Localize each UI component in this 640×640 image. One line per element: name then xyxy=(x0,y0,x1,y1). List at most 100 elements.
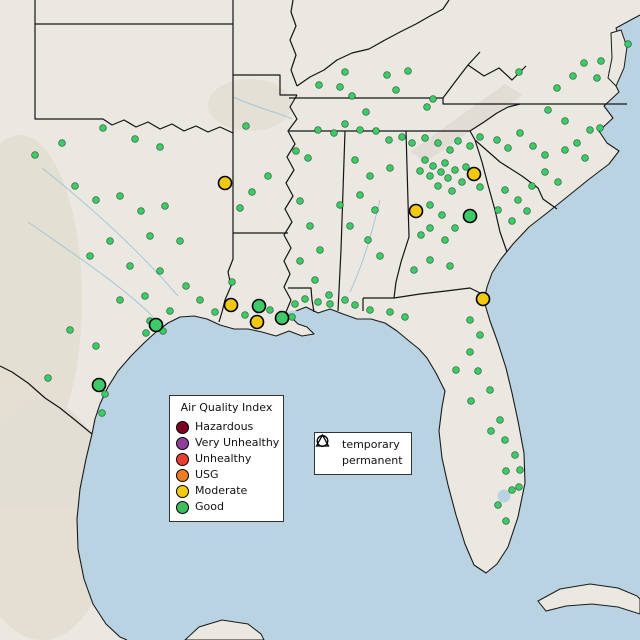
station-marker-good-small xyxy=(351,156,359,164)
station-marker-good-small xyxy=(330,129,338,137)
station-marker-good-small xyxy=(156,143,164,151)
station-marker-good-small xyxy=(371,206,379,214)
station-marker-good-small xyxy=(438,211,446,219)
station-marker-good-small xyxy=(383,71,391,79)
aqi-swatch-icon xyxy=(176,500,189,514)
station-marker-good-small xyxy=(451,166,459,174)
islands xyxy=(184,29,640,640)
station-marker-good-small xyxy=(306,222,314,230)
station-marker-good-small xyxy=(236,204,244,212)
aqi-legend-item-unhealthy: Unhealthy xyxy=(176,451,277,467)
station-marker-good-small xyxy=(92,342,100,350)
aqi-legend-label: Hazardous xyxy=(195,420,254,433)
river-brazos xyxy=(41,167,179,297)
station-marker-good-small xyxy=(451,224,459,232)
aqi-legend-item-very-unhealthy: Very Unhealthy xyxy=(176,435,279,451)
aqi-swatch-icon xyxy=(176,420,189,434)
station-marker-good-small xyxy=(508,217,516,225)
state-borders xyxy=(0,0,627,435)
station-marker-good-small xyxy=(501,186,509,194)
station-marker-good-small xyxy=(501,436,509,444)
station-marker-moderate-large xyxy=(466,166,482,182)
terrain-west-texas xyxy=(0,135,82,465)
aqi-swatch-icon xyxy=(176,484,189,498)
station-marker-good-small xyxy=(528,182,536,190)
station-marker-good-small xyxy=(348,92,356,100)
shape-legend-item-temporary: temporary xyxy=(316,435,403,453)
station-marker-good-small xyxy=(386,164,394,172)
station-marker-good-small xyxy=(146,232,154,240)
station-marker-moderate-large xyxy=(217,175,233,191)
station-marker-good-small xyxy=(264,172,272,180)
station-marker-good-small xyxy=(44,374,52,382)
station-marker-good-small xyxy=(241,311,249,319)
aqi-legend-label: Good xyxy=(195,500,224,513)
border-georgia-southcarolina xyxy=(474,139,508,253)
shape-legend: temporary permanent xyxy=(314,432,412,475)
border-kentucky-westvirginia xyxy=(442,51,527,99)
station-marker-good-small xyxy=(541,151,549,159)
border-texas-louisiana xyxy=(218,133,234,323)
aqi-legend-items: Hazardous Very Unhealthy Unhealthy USG Moder… xyxy=(176,419,279,515)
station-marker-good-small xyxy=(176,237,184,245)
station-marker-good-small xyxy=(421,134,429,142)
border-upper-mississippi xyxy=(289,0,298,87)
station-marker-good-small xyxy=(296,257,304,265)
station-marker-good-small xyxy=(624,40,632,48)
station-marker-good-small xyxy=(458,178,466,186)
station-marker-good-small xyxy=(573,139,581,147)
station-marker-good-small xyxy=(523,207,531,215)
cuba-island xyxy=(537,583,640,615)
station-marker-good-small xyxy=(426,224,434,232)
station-marker-good-small xyxy=(385,136,393,144)
aqi-legend-label: Unhealthy xyxy=(195,452,252,465)
border-tennessee-northcarolina xyxy=(469,103,521,132)
station-marker-good-small xyxy=(346,222,354,230)
station-marker-good-small xyxy=(466,316,474,324)
station-marker-good-small xyxy=(441,159,449,167)
station-marker-good-small xyxy=(421,156,429,164)
border-us-mexico xyxy=(0,365,93,435)
station-marker-good-small xyxy=(291,300,299,308)
station-marker-moderate-large xyxy=(223,297,239,313)
border-mississippi-alabama xyxy=(337,130,346,312)
station-marker-good-small xyxy=(423,103,431,111)
aqi-legend-item-good: Good xyxy=(176,499,277,515)
station-marker-moderate-large xyxy=(408,203,424,219)
terrain-ozarks xyxy=(208,79,292,131)
station-marker-good-small xyxy=(448,187,456,195)
station-marker-good-small xyxy=(429,95,437,103)
station-marker-good-small xyxy=(466,348,474,356)
station-marker-good-small xyxy=(376,252,384,260)
border-mississippi-river xyxy=(283,94,298,321)
station-marker-good-small xyxy=(166,307,174,315)
station-marker-good-small xyxy=(561,117,569,125)
station-marker-good-small xyxy=(462,163,470,171)
station-marker-good-small xyxy=(446,262,454,270)
station-marker-good-small xyxy=(416,167,424,175)
station-marker-good-small xyxy=(596,124,604,132)
station-marker-good-small xyxy=(311,276,319,284)
border-alabama-georgia xyxy=(393,130,410,299)
station-marker-good-small xyxy=(351,301,359,309)
station-marker-good-small xyxy=(142,329,150,337)
aqi-swatch-icon xyxy=(176,436,189,450)
station-marker-good-small xyxy=(242,122,250,130)
station-marker-good-small xyxy=(341,296,349,304)
station-marker-good-small xyxy=(326,300,334,308)
station-marker-good-small xyxy=(106,237,114,245)
station-marker-good-small xyxy=(437,168,445,176)
station-marker-good-small xyxy=(137,207,145,215)
station-marker-good-small xyxy=(266,306,274,314)
border-louisiana-mississippi xyxy=(288,287,315,313)
aqi-swatch-icon xyxy=(176,452,189,466)
station-marker-good-small xyxy=(426,172,434,180)
station-marker-good-large xyxy=(148,317,164,333)
station-marker-good-small xyxy=(496,416,504,424)
shape-legend-label: permanent xyxy=(342,454,403,467)
station-marker-moderate-large xyxy=(475,291,491,307)
station-marker-good-small xyxy=(292,147,300,155)
station-marker-good-small xyxy=(476,331,484,339)
station-marker-good-small xyxy=(487,427,495,435)
station-marker-good-small xyxy=(561,146,569,154)
